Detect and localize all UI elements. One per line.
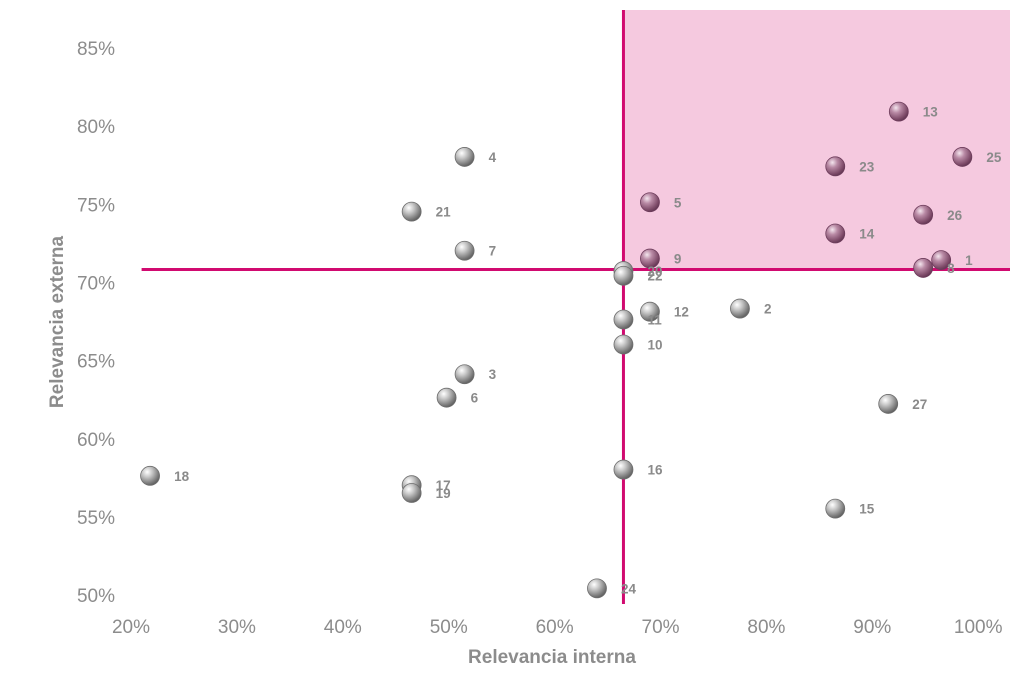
data-point bbox=[640, 301, 660, 322]
data-point bbox=[825, 223, 846, 244]
y-tick-label: 80% bbox=[77, 117, 115, 138]
data-point bbox=[454, 240, 475, 261]
data-point bbox=[878, 394, 899, 414]
x-tick-label: 80% bbox=[747, 617, 785, 638]
data-point bbox=[952, 147, 973, 167]
data-point-label: 24 bbox=[621, 581, 637, 596]
y-tick-label: 55% bbox=[77, 508, 115, 529]
x-tick-label: 70% bbox=[642, 617, 680, 638]
data-point-label: 6 bbox=[471, 391, 479, 406]
data-point-label: 4 bbox=[489, 150, 497, 165]
data-point-label: 5 bbox=[674, 195, 682, 210]
x-tick-label: 100% bbox=[954, 617, 1003, 638]
data-point-label: 2 bbox=[764, 302, 772, 317]
x-tick-label: 60% bbox=[536, 617, 574, 638]
data-point-label: 13 bbox=[923, 105, 939, 120]
data-point bbox=[140, 465, 160, 486]
x-tick-label: 90% bbox=[853, 617, 891, 638]
data-point bbox=[401, 201, 422, 222]
data-point-label: 18 bbox=[174, 469, 190, 484]
data-point-label: 15 bbox=[859, 502, 875, 517]
data-point bbox=[825, 498, 846, 519]
y-tick-label: 75% bbox=[77, 195, 115, 216]
data-point bbox=[913, 258, 934, 278]
y-tick-label: 85% bbox=[77, 39, 115, 60]
y-axis-title: Relevancia externa bbox=[47, 235, 68, 408]
data-point-label: 16 bbox=[647, 463, 663, 478]
data-point-label: 26 bbox=[947, 208, 963, 223]
data-point-label: 1 bbox=[965, 253, 973, 268]
data-point-label: 17 bbox=[436, 478, 451, 493]
data-point-label: 19 bbox=[436, 486, 451, 501]
data-point-label: 7 bbox=[489, 244, 497, 259]
data-point bbox=[825, 156, 846, 177]
y-tick-label: 60% bbox=[77, 430, 115, 451]
data-point bbox=[401, 483, 422, 503]
data-point bbox=[587, 578, 607, 599]
data-point-label: 14 bbox=[859, 227, 875, 242]
data-point bbox=[640, 248, 660, 269]
x-axis-title: Relevancia interna bbox=[468, 647, 636, 668]
data-point-label: 11 bbox=[647, 313, 662, 328]
highlight-quadrant bbox=[623, 10, 1010, 270]
data-point-label: 10 bbox=[647, 338, 662, 353]
data-point bbox=[888, 101, 909, 122]
x-tick-label: 20% bbox=[112, 617, 150, 638]
data-point bbox=[931, 250, 952, 271]
data-point bbox=[613, 459, 634, 480]
data-point-label: 20 bbox=[647, 264, 662, 279]
data-point bbox=[913, 204, 934, 225]
data-point-label: 9 bbox=[674, 252, 682, 267]
data-point bbox=[436, 387, 457, 408]
data-point-label: 23 bbox=[859, 159, 875, 174]
data-point bbox=[730, 298, 750, 319]
y-tick-label: 50% bbox=[77, 586, 115, 607]
data-point bbox=[640, 192, 660, 213]
x-tick-label: 50% bbox=[430, 617, 468, 638]
data-point bbox=[454, 364, 475, 385]
data-point-label: 27 bbox=[912, 397, 927, 412]
x-tick-label: 30% bbox=[218, 617, 256, 638]
data-point-label: 25 bbox=[986, 150, 1002, 165]
data-point-label: 21 bbox=[436, 205, 452, 220]
data-point-label: 8 bbox=[947, 261, 955, 276]
data-point bbox=[613, 265, 634, 286]
data-point-label: 3 bbox=[489, 367, 497, 382]
data-point bbox=[613, 309, 634, 330]
data-point bbox=[454, 147, 475, 167]
data-point bbox=[613, 334, 634, 355]
y-tick-label: 65% bbox=[77, 352, 115, 373]
data-point-label: 22 bbox=[647, 269, 662, 284]
data-point-label: 12 bbox=[674, 305, 689, 320]
x-tick-label: 40% bbox=[324, 617, 362, 638]
y-tick-label: 70% bbox=[77, 274, 115, 295]
